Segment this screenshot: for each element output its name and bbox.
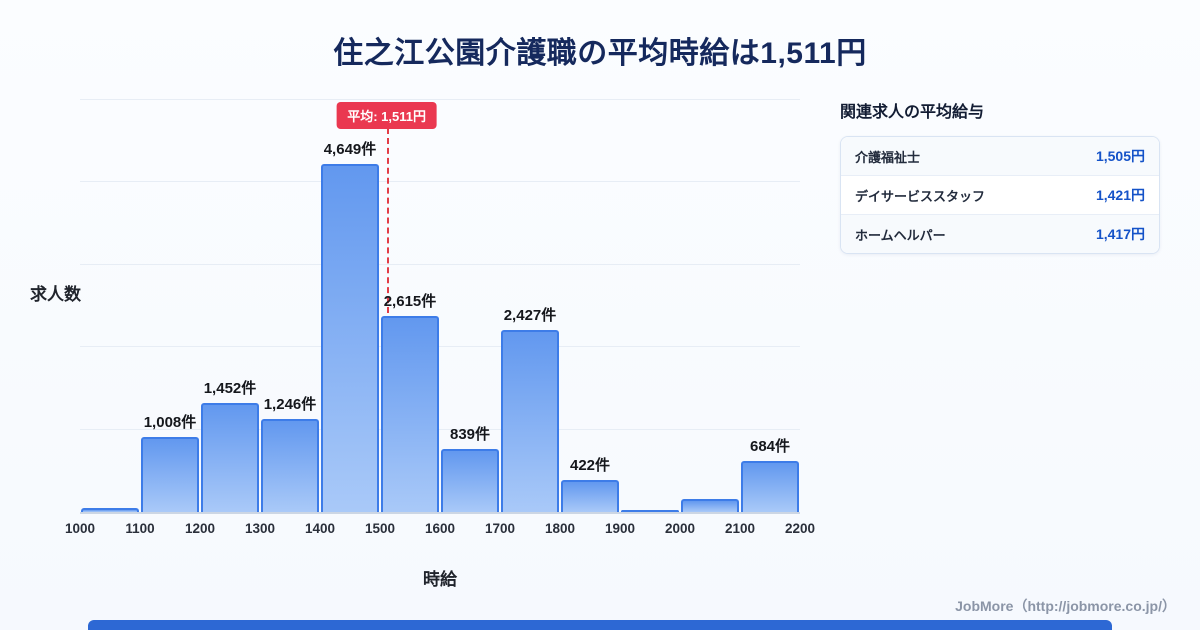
x-tick-label: 1600 <box>424 521 456 536</box>
salary-row-value: 1,505円 <box>1095 148 1145 164</box>
histogram-bar <box>621 509 679 512</box>
salary-row: 介護福祉士 1,505円 <box>841 137 1159 176</box>
x-tick-label: 1300 <box>244 521 276 536</box>
plot-area: 平均: 1,511円 1,008件 1,452件 1,246件 4,649件 2,615… <box>65 99 815 536</box>
histogram-bar <box>501 330 559 512</box>
salary-row-value: 1,421円 <box>1095 187 1145 203</box>
histogram-bar <box>141 436 199 512</box>
x-tick-label: 2000 <box>664 521 696 536</box>
histogram-bar <box>201 403 259 512</box>
gridline <box>80 99 800 100</box>
histogram-bar <box>441 449 499 512</box>
x-tick-label: 2100 <box>724 521 756 536</box>
x-tick-label: 1200 <box>184 521 216 536</box>
salary-row: ホームヘルパー 1,417円 <box>841 215 1159 253</box>
gridline <box>80 263 800 265</box>
gridline <box>80 428 800 430</box>
x-tick-label: 1400 <box>304 521 336 536</box>
related-salary-card: 介護福祉士 1,505円 デイサービススタッフ 1,421円 ホームヘルパー 1… <box>840 136 1160 254</box>
x-tick-label: 1900 <box>604 521 636 536</box>
histogram-bar <box>81 508 139 512</box>
histogram-bar <box>381 316 439 512</box>
x-tick-label: 1800 <box>544 521 576 536</box>
bar-value-label: 684件 <box>749 437 791 455</box>
average-badge: 平均: 1,511円 <box>336 102 437 129</box>
histogram-bar <box>741 460 799 512</box>
salary-row-label: ホームヘルパー <box>855 227 946 243</box>
bar-value-label: 2,615件 <box>383 293 437 311</box>
bar-value-label: 2,427件 <box>503 307 557 325</box>
salary-row-value: 1,417円 <box>1095 226 1145 242</box>
x-tick-label: 1000 <box>64 521 96 536</box>
credit-text: JobMore（http://jobmore.co.jp/） <box>955 598 1176 614</box>
x-tick-label: 1100 <box>125 521 155 536</box>
bar-value-label: 4,649件 <box>323 140 377 158</box>
x-axis-label: 時給 <box>423 570 457 589</box>
bottom-accent-bar <box>88 620 1112 630</box>
histogram-bar <box>321 163 379 512</box>
bar-value-label: 839件 <box>449 426 491 444</box>
gridline <box>80 181 800 183</box>
salary-row-label: デイサービススタッフ <box>855 188 986 204</box>
x-tick-label: 1700 <box>484 521 516 536</box>
gridline <box>80 346 800 348</box>
bar-value-label: 1,008件 <box>143 413 197 431</box>
salary-row-label: 介護福祉士 <box>855 149 921 165</box>
y-axis-label: 求人数 <box>30 285 81 304</box>
bar-value-label: 1,452件 <box>203 380 257 398</box>
salary-row: デイサービススタッフ 1,421円 <box>841 176 1159 215</box>
x-tick-label: 1500 <box>364 521 396 536</box>
x-tick-label: 2200 <box>784 521 816 536</box>
histogram-bar <box>561 480 619 512</box>
side-panel-heading: 関連求人の平均給与 <box>840 104 985 121</box>
bar-value-label: 1,246件 <box>263 395 317 413</box>
page-title: 住之江公園介護職の平均時給は1,511円 <box>333 37 867 70</box>
histogram-bar <box>261 418 319 512</box>
bar-value-label: 422件 <box>569 457 611 475</box>
histogram-bar <box>681 499 739 512</box>
